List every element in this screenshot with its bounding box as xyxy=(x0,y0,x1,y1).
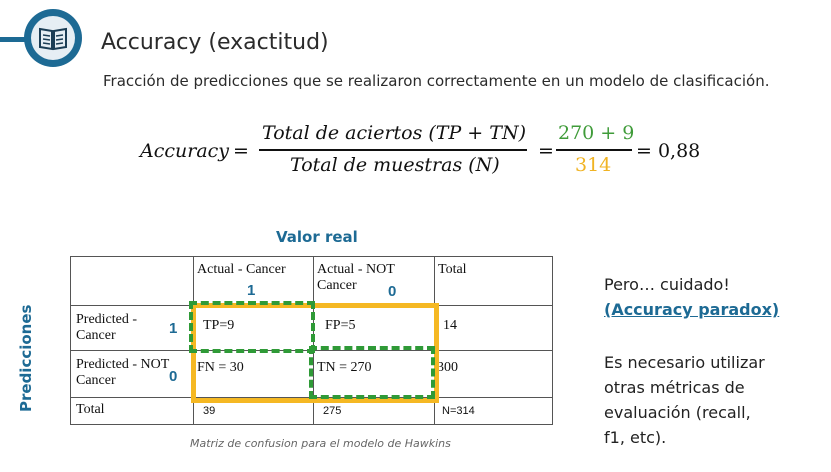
tp-highlight xyxy=(189,301,315,353)
cell-tn: TN = 270 xyxy=(317,360,372,375)
row-header-predicted-cancer: Predicted - Cancer xyxy=(76,312,138,343)
col-group-label: Valor real xyxy=(276,228,358,246)
book-icon-svg xyxy=(39,27,67,51)
formula-numerator: Total de aciertos (TP + TN) xyxy=(262,122,526,144)
grid-line xyxy=(70,256,553,257)
formula-fraction-bar xyxy=(259,149,527,151)
cell-total-row2: 300 xyxy=(437,360,458,375)
cell-total-row1: 14 xyxy=(443,318,457,333)
tn-highlight xyxy=(309,346,435,399)
row-header-predicted-not-cancer: Predicted - NOT Cancer xyxy=(76,357,170,388)
formula-lhs: Accuracy xyxy=(140,140,230,162)
grid-line xyxy=(70,256,71,424)
row-group-label: Predicciones xyxy=(17,304,35,412)
cell-fp: FP=5 xyxy=(325,318,356,333)
formula-denominator: Total de muestras (N) xyxy=(290,154,500,176)
all-predictions-highlight xyxy=(191,303,439,403)
grid-line xyxy=(552,256,553,424)
formula-denominator-value: 314 xyxy=(575,154,612,176)
cell-total-n: N=314 xyxy=(442,405,475,417)
row-header-total: Total xyxy=(76,402,105,417)
row-code-0: 0 xyxy=(169,368,178,385)
formula-result: = 0,88 xyxy=(636,140,701,162)
col-code-1: 1 xyxy=(247,282,256,299)
formula-numerator-value: 270 + 9 xyxy=(558,122,635,144)
page-title: Accuracy (exactitud) xyxy=(101,30,329,55)
cell-total-col2: 275 xyxy=(323,405,342,417)
table-caption: Matriz de confusion para el modelo de Ha… xyxy=(190,437,451,450)
note-line: f1, etc). xyxy=(604,428,667,447)
col-header-actual-cancer: Actual - Cancer xyxy=(197,262,286,277)
formula-equals-2: = xyxy=(538,140,554,162)
formula-fraction-bar-2 xyxy=(556,149,632,151)
note-line: otras métricas de xyxy=(604,378,745,397)
note-line: evaluación (recall, xyxy=(604,403,751,422)
note-warning: Pero… cuidado! xyxy=(604,275,730,294)
cell-total-col1: 39 xyxy=(203,405,216,417)
col-code-0: 0 xyxy=(388,283,397,300)
book-icon-inner xyxy=(31,16,75,60)
row-code-1: 1 xyxy=(169,320,178,337)
accuracy-paradox-link[interactable]: (Accuracy paradox) xyxy=(604,300,780,319)
note-line: Es necesario utilizar xyxy=(604,353,765,372)
cell-tp: TP=9 xyxy=(203,318,235,333)
book-icon xyxy=(24,9,82,67)
cell-fn: FN = 30 xyxy=(197,360,244,375)
accent-line xyxy=(0,37,28,42)
grid-line xyxy=(70,424,553,425)
page-subtitle: Fracción de predicciones que se realizar… xyxy=(103,72,770,90)
col-header-actual-not-cancer: Actual - NOT Cancer xyxy=(317,262,395,293)
col-header-total: Total xyxy=(438,262,467,277)
formula-equals: = xyxy=(233,140,249,162)
